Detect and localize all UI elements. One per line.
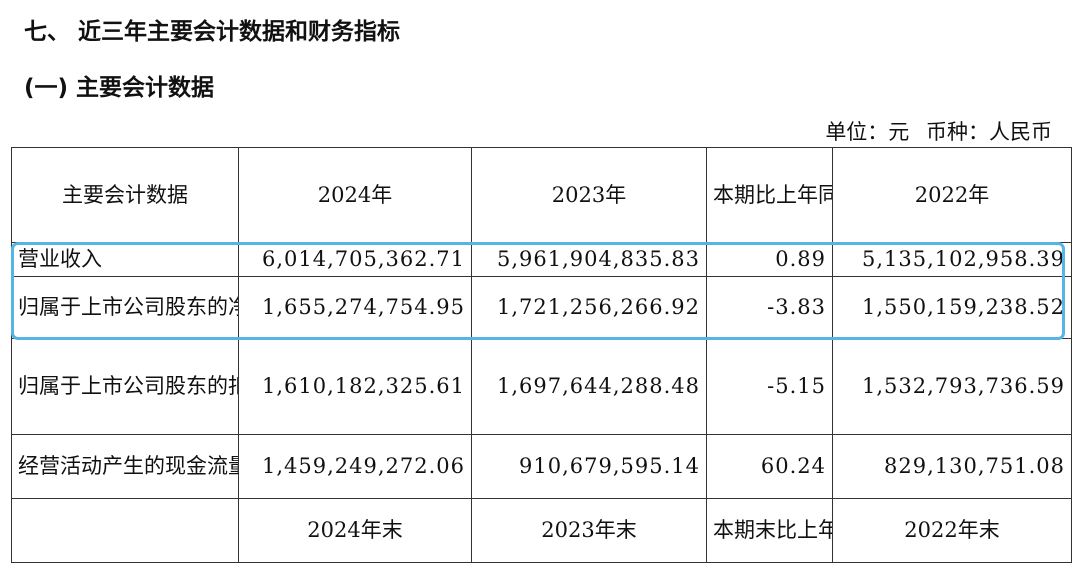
value-2024: 6,014,705,362.71 xyxy=(238,242,472,277)
subsection-title: (一) 主要会计数据 xyxy=(24,75,215,101)
value-2023: 1,697,644,288.48 xyxy=(471,338,707,435)
value-2022: 829,130,751.08 xyxy=(832,434,1072,499)
value-2022: 5,135,102,958.39 xyxy=(832,242,1072,277)
table-header-row: 主要会计数据 2024年 2023年 本期比上年同期增减(%) 2022年 xyxy=(11,147,1072,243)
header-cell-2023: 2023年 xyxy=(471,147,707,243)
value-change: 0.89 xyxy=(706,242,833,277)
value-2023: 5,961,904,835.83 xyxy=(471,242,707,277)
header-cell-2024: 2024年 xyxy=(238,147,472,243)
header-cell-item: 主要会计数据 xyxy=(11,147,239,243)
table-footer-header-row: 2024年末 2023年末 本期末比上年同期 2022年末 xyxy=(11,498,1072,563)
table-row: 经营活动产生的现金流量净额 1,459,249,272.06 910,679,5… xyxy=(11,434,1072,499)
value-2024: 1,655,274,754.95 xyxy=(238,276,472,339)
value-2023: 1,721,256,266.92 xyxy=(471,276,707,339)
row-label: 经营活动产生的现金流量净额 xyxy=(11,434,239,499)
row-label: 营业收入 xyxy=(11,242,239,277)
footer-header-cell-2023-end: 2023年末 xyxy=(471,498,707,563)
accounting-data-table: 主要会计数据 2024年 2023年 本期比上年同期增减(%) 2022年 营业… xyxy=(11,147,1072,563)
footer-header-cell-item xyxy=(11,498,239,563)
value-change: -5.15 xyxy=(706,338,833,435)
value-2024: 1,459,249,272.06 xyxy=(238,434,472,499)
table-row: 营业收入 6,014,705,362.71 5,961,904,835.83 0… xyxy=(11,242,1072,277)
section-title: 七、 近三年主要会计数据和财务指标 xyxy=(24,19,401,45)
row-label: 归属于上市公司股东的净利润 xyxy=(11,276,239,339)
table-row: 归属于上市公司股东的扣除非经常性损益的净利润 1,610,182,325.61 … xyxy=(11,338,1072,435)
value-change: -3.83 xyxy=(706,276,833,339)
footer-header-cell-change: 本期末比上年同期 xyxy=(706,498,833,563)
value-change: 60.24 xyxy=(706,434,833,499)
value-2024: 1,610,182,325.61 xyxy=(238,338,472,435)
unit-note: 单位：元 币种：人民币 xyxy=(825,120,1052,144)
value-2022: 1,550,159,238.52 xyxy=(832,276,1072,339)
value-2022: 1,532,793,736.59 xyxy=(832,338,1072,435)
footer-header-cell-2024-end: 2024年末 xyxy=(238,498,472,563)
row-label: 归属于上市公司股东的扣除非经常性损益的净利润 xyxy=(11,338,239,435)
table-row: 归属于上市公司股东的净利润 1,655,274,754.95 1,721,256… xyxy=(11,276,1072,339)
value-2023: 910,679,595.14 xyxy=(471,434,707,499)
header-cell-change: 本期比上年同期增减(%) xyxy=(706,147,833,243)
header-cell-2022: 2022年 xyxy=(832,147,1072,243)
footer-header-cell-2022-end: 2022年末 xyxy=(832,498,1072,563)
